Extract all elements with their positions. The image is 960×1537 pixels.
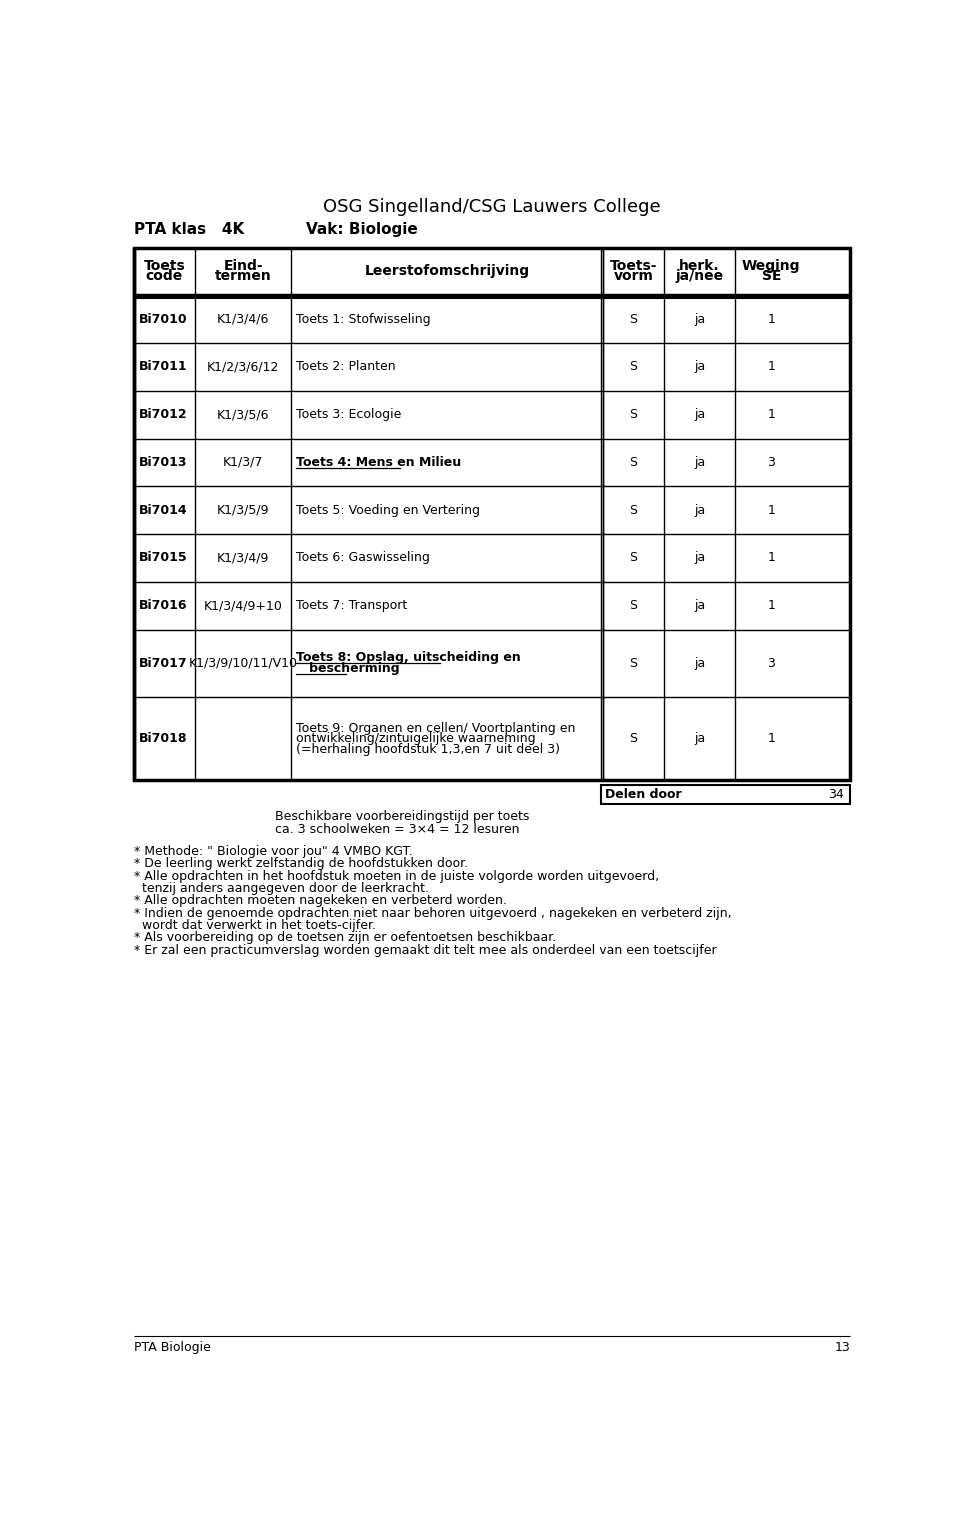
Text: K1/3/9/10/11/V10: K1/3/9/10/11/V10	[189, 656, 298, 670]
Text: K1/3/4/6: K1/3/4/6	[217, 312, 270, 326]
Text: K1/3/4/9+10: K1/3/4/9+10	[204, 599, 282, 612]
Text: Toets-: Toets-	[610, 260, 658, 274]
Text: * Indien de genoemde opdrachten niet naar behoren uitgevoerd , nagekeken en verb: * Indien de genoemde opdrachten niet naa…	[134, 907, 732, 919]
Text: Bi7016: Bi7016	[138, 599, 187, 612]
Text: ja: ja	[694, 552, 706, 564]
Text: 1: 1	[767, 312, 776, 326]
Bar	[601, 785, 850, 804]
Text: SE: SE	[761, 269, 781, 283]
Text: ja: ja	[694, 504, 706, 516]
Text: K1/3/4/9: K1/3/4/9	[217, 552, 270, 564]
Text: Eind-: Eind-	[224, 260, 263, 274]
Text: 13: 13	[834, 1340, 850, 1354]
Text: Toets 2: Planten: Toets 2: Planten	[296, 361, 396, 373]
Text: PTA Biologie: PTA Biologie	[134, 1340, 211, 1354]
Text: Weging: Weging	[742, 260, 801, 274]
Text: Toets 3: Ecologie: Toets 3: Ecologie	[296, 409, 401, 421]
Text: Toets 6: Gaswisseling: Toets 6: Gaswisseling	[296, 552, 430, 564]
Text: ja: ja	[694, 599, 706, 612]
Text: Toets 9: Organen en cellen/ Voortplanting en: Toets 9: Organen en cellen/ Voortplantin…	[296, 721, 575, 735]
Text: ja: ja	[694, 456, 706, 469]
Text: ca. 3 schoolweken = 3×4 = 12 lesuren: ca. 3 schoolweken = 3×4 = 12 lesuren	[275, 822, 519, 836]
Text: * De leerling werkt zelfstandig de hoofdstukken door.: * De leerling werkt zelfstandig de hoofd…	[134, 858, 468, 870]
Bar	[134, 247, 850, 781]
Text: ja: ja	[694, 732, 706, 745]
Text: Bi7012: Bi7012	[138, 409, 187, 421]
Text: vorm: vorm	[613, 269, 654, 283]
Text: (=herhaling hoofdstuk 1,3,en 7 uit deel 3): (=herhaling hoofdstuk 1,3,en 7 uit deel …	[296, 742, 560, 756]
Text: * Als voorbereiding op de toetsen zijn er oefentoetsen beschikbaar.: * Als voorbereiding op de toetsen zijn e…	[134, 931, 556, 944]
Text: tenzij anders aangegeven door de leerkracht.: tenzij anders aangegeven door de leerkra…	[134, 882, 429, 895]
Text: ja: ja	[694, 409, 706, 421]
Text: 1: 1	[767, 361, 776, 373]
Text: Bi7010: Bi7010	[138, 312, 187, 326]
Text: * Er zal een practicumverslag worden gemaakt dit telt mee als onderdeel van een : * Er zal een practicumverslag worden gem…	[134, 944, 716, 956]
Text: Bi7018: Bi7018	[138, 732, 187, 745]
Text: ja: ja	[694, 656, 706, 670]
Text: Delen door: Delen door	[606, 788, 682, 801]
Text: K1/3/5/6: K1/3/5/6	[217, 409, 270, 421]
Text: termen: termen	[215, 269, 272, 283]
Text: Toets 1: Stofwisseling: Toets 1: Stofwisseling	[296, 312, 431, 326]
Text: S: S	[630, 656, 637, 670]
Text: OSG Singelland/CSG Lauwers College: OSG Singelland/CSG Lauwers College	[324, 198, 660, 215]
Text: ja/nee: ja/nee	[676, 269, 724, 283]
Text: S: S	[630, 456, 637, 469]
Text: S: S	[630, 552, 637, 564]
Text: Bi7011: Bi7011	[138, 361, 187, 373]
Text: Toets 4: Mens en Milieu: Toets 4: Mens en Milieu	[296, 456, 461, 469]
Text: 1: 1	[767, 732, 776, 745]
Text: 3: 3	[767, 656, 776, 670]
Text: * Methode: " Biologie voor jou" 4 VMBO KGT.: * Methode: " Biologie voor jou" 4 VMBO K…	[134, 845, 413, 858]
Text: code: code	[146, 269, 183, 283]
Text: Vak: Biologie: Vak: Biologie	[306, 223, 418, 237]
Text: K1/3/7: K1/3/7	[223, 456, 263, 469]
Text: S: S	[630, 312, 637, 326]
Text: K1/3/5/9: K1/3/5/9	[217, 504, 270, 516]
Text: ja: ja	[694, 361, 706, 373]
Text: Toets 5: Voeding en Vertering: Toets 5: Voeding en Vertering	[296, 504, 480, 516]
Text: S: S	[630, 409, 637, 421]
Text: Beschikbare voorbereidingstijd per toets: Beschikbare voorbereidingstijd per toets	[275, 810, 529, 822]
Text: S: S	[630, 599, 637, 612]
Text: Leerstofomschrijving: Leerstofomschrijving	[365, 264, 530, 278]
Text: bescherming: bescherming	[296, 662, 399, 675]
Text: S: S	[630, 361, 637, 373]
Text: wordt dat verwerkt in het toets-cijfer.: wordt dat verwerkt in het toets-cijfer.	[134, 919, 376, 931]
Text: S: S	[630, 732, 637, 745]
Text: 3: 3	[767, 456, 776, 469]
Text: Bi7015: Bi7015	[138, 552, 187, 564]
Text: * Alle opdrachten moeten nagekeken en verbeterd worden.: * Alle opdrachten moeten nagekeken en ve…	[134, 895, 507, 907]
Text: Bi7013: Bi7013	[138, 456, 187, 469]
Text: PTA klas   4K: PTA klas 4K	[134, 223, 244, 237]
Text: 1: 1	[767, 552, 776, 564]
Text: K1/2/3/6/12: K1/2/3/6/12	[207, 361, 279, 373]
Text: ontwikkeling/zintuigelijke waarneming: ontwikkeling/zintuigelijke waarneming	[296, 732, 536, 745]
Text: herk.: herk.	[680, 260, 720, 274]
Text: S: S	[630, 504, 637, 516]
Text: 1: 1	[767, 409, 776, 421]
Text: Bi7017: Bi7017	[138, 656, 187, 670]
Text: 34: 34	[828, 788, 844, 801]
Text: Toets 7: Transport: Toets 7: Transport	[296, 599, 407, 612]
Text: ja: ja	[694, 312, 706, 326]
Text: 1: 1	[767, 504, 776, 516]
Text: * Alle opdrachten in het hoofdstuk moeten in de juiste volgorde worden uitgevoer: * Alle opdrachten in het hoofdstuk moete…	[134, 870, 660, 882]
Text: 1: 1	[767, 599, 776, 612]
Text: Toets: Toets	[143, 260, 185, 274]
Text: Toets 8: Opslag, uitscheiding en: Toets 8: Opslag, uitscheiding en	[296, 652, 521, 664]
Text: Bi7014: Bi7014	[138, 504, 187, 516]
